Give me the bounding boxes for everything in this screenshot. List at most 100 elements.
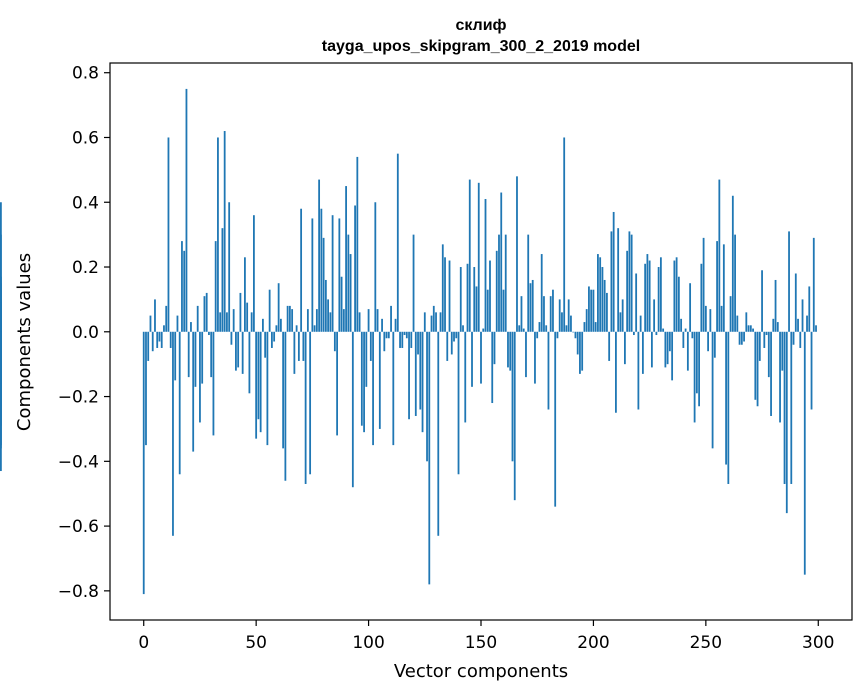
bar-153 <box>486 289 489 332</box>
bar-32 <box>214 241 217 332</box>
bar-3 <box>149 315 152 332</box>
bar-124 <box>421 331 424 433</box>
bar-undefined <box>0 302 2 332</box>
bar-179 <box>545 325 548 332</box>
bar-87 <box>338 218 341 332</box>
bar-145 <box>468 179 471 332</box>
bar-28 <box>205 292 208 332</box>
bar-27 <box>203 296 206 332</box>
bar-128 <box>430 315 433 332</box>
bar-56 <box>268 289 271 332</box>
bar-232 <box>664 331 667 368</box>
bar-147 <box>473 267 476 332</box>
bar-5 <box>154 299 156 332</box>
bar-88 <box>340 276 343 332</box>
bar-undefined <box>0 202 2 332</box>
bar-37 <box>226 312 228 332</box>
bar-48 <box>250 312 253 332</box>
y-tick-label: −0.2 <box>58 388 99 408</box>
bar-184 <box>556 331 559 339</box>
bar-231 <box>662 328 665 332</box>
bar-276 <box>763 331 766 348</box>
bar-39 <box>230 331 233 345</box>
x-tick-label: 300 <box>802 633 834 653</box>
bar-202 <box>597 254 599 332</box>
bar-144 <box>466 263 469 332</box>
bar-110 <box>390 305 392 332</box>
y-tick-label: 0.0 <box>72 323 99 343</box>
bar-136 <box>448 260 451 332</box>
x-tick-label: 100 <box>352 633 384 653</box>
bar-14 <box>174 331 177 381</box>
bar-284 <box>781 331 784 371</box>
bar-246 <box>695 331 698 394</box>
bar-200 <box>592 289 595 332</box>
bar-34 <box>219 312 222 332</box>
bar-207 <box>608 331 611 361</box>
bar-90 <box>345 186 347 332</box>
bar-46 <box>246 302 249 332</box>
bar-51 <box>257 331 260 420</box>
bar-80 <box>322 237 325 332</box>
bar-272 <box>754 331 757 400</box>
bar-1 <box>145 331 147 446</box>
bar-142 <box>462 325 464 332</box>
bar-53 <box>262 318 264 332</box>
bar-112 <box>394 318 397 332</box>
bar-139 <box>455 331 458 339</box>
bar-140 <box>457 331 460 475</box>
bar-250 <box>704 305 707 332</box>
chart-subtitle: tayga_upos_skipgram_300_2_2019 model <box>322 38 640 55</box>
bar-97 <box>360 331 363 426</box>
bar-208 <box>610 231 613 332</box>
x-tick-label: 250 <box>690 633 722 653</box>
bar-195 <box>581 331 584 371</box>
bar-0 <box>142 331 145 595</box>
bar-172 <box>529 283 532 332</box>
bar-293 <box>801 299 804 332</box>
bar-203 <box>599 257 602 332</box>
bar-40 <box>232 309 235 332</box>
bar-21 <box>190 322 192 332</box>
bar-50 <box>255 331 258 439</box>
bar-259 <box>725 331 727 465</box>
x-tick-label: 200 <box>577 633 609 653</box>
bar-180 <box>547 331 550 410</box>
bar-120 <box>412 234 415 332</box>
bar-67 <box>293 331 296 374</box>
bar-103 <box>374 202 377 332</box>
bar-266 <box>740 331 743 345</box>
bar-151 <box>482 328 485 332</box>
bar-84 <box>331 215 334 332</box>
bar-171 <box>527 234 530 332</box>
bar-292 <box>799 331 802 348</box>
bar-25 <box>199 331 201 423</box>
bar-113 <box>396 153 399 332</box>
bar-undefined <box>0 331 2 472</box>
bar-78 <box>318 179 321 332</box>
bar-286 <box>785 331 788 514</box>
bar-65 <box>288 305 291 332</box>
y-tick-label: −0.4 <box>58 452 99 472</box>
bar-89 <box>342 309 345 332</box>
bar-9 <box>163 325 165 332</box>
x-tick-label: 0 <box>138 633 149 653</box>
bar-149 <box>477 182 480 332</box>
y-tick-label: 0.4 <box>72 193 99 213</box>
bar-289 <box>792 331 795 345</box>
bar-158 <box>498 234 500 332</box>
bar-223 <box>644 263 647 332</box>
bar-205 <box>603 279 606 332</box>
bar-127 <box>428 331 431 585</box>
bar-281 <box>774 279 777 332</box>
bar-204 <box>601 267 604 332</box>
bar-271 <box>752 328 754 332</box>
bar-235 <box>671 331 674 381</box>
bar-182 <box>552 289 554 332</box>
bar-197 <box>585 309 588 332</box>
bar-264 <box>736 315 739 332</box>
bar-241 <box>684 328 687 332</box>
bar-173 <box>531 279 534 332</box>
bar-33 <box>217 137 219 332</box>
bar-234 <box>668 331 671 352</box>
